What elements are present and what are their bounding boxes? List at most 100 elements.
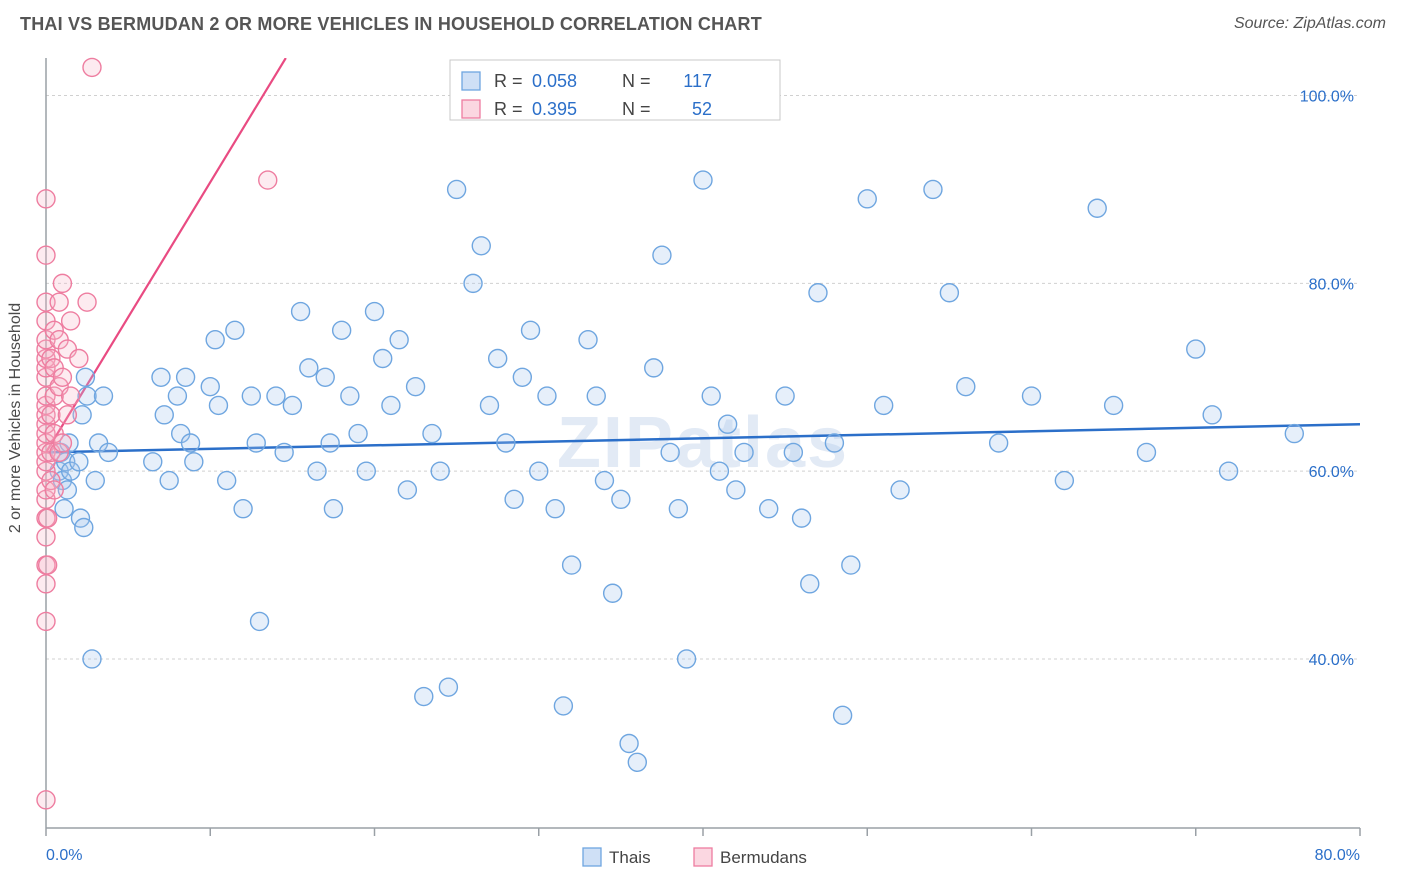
legend-n-value: 52 bbox=[692, 99, 712, 119]
data-point-thais bbox=[825, 434, 843, 452]
data-point-thais bbox=[784, 443, 802, 461]
data-point-thais bbox=[1055, 472, 1073, 490]
data-point-thais bbox=[86, 472, 104, 490]
data-point-bermudans bbox=[37, 791, 55, 809]
data-point-thais bbox=[760, 500, 778, 518]
data-point-bermudans bbox=[70, 349, 88, 367]
data-point-thais bbox=[70, 453, 88, 471]
bottom-legend-swatch-bermudans bbox=[694, 848, 712, 866]
data-point-thais bbox=[809, 284, 827, 302]
data-point-thais bbox=[604, 584, 622, 602]
data-point-thais bbox=[727, 481, 745, 499]
data-point-thais bbox=[398, 481, 416, 499]
data-point-bermudans bbox=[53, 368, 71, 386]
data-point-thais bbox=[308, 462, 326, 480]
data-point-thais bbox=[1220, 462, 1238, 480]
legend-r-value: 0.395 bbox=[532, 99, 577, 119]
data-point-thais bbox=[554, 697, 572, 715]
data-point-bermudans bbox=[53, 274, 71, 292]
y-tick-label: 80.0% bbox=[1309, 276, 1354, 293]
data-point-thais bbox=[374, 349, 392, 367]
data-point-thais bbox=[645, 359, 663, 377]
data-point-thais bbox=[83, 650, 101, 668]
data-point-thais bbox=[251, 612, 269, 630]
y-tick-label: 100.0% bbox=[1300, 89, 1354, 106]
data-point-thais bbox=[530, 462, 548, 480]
data-point-thais bbox=[283, 396, 301, 414]
data-point-thais bbox=[333, 321, 351, 339]
data-point-thais bbox=[497, 434, 515, 452]
data-point-thais bbox=[513, 368, 531, 386]
data-point-thais bbox=[439, 678, 457, 696]
data-point-thais bbox=[78, 387, 96, 405]
data-point-thais bbox=[292, 303, 310, 321]
bottom-legend-label-thais: Thais bbox=[609, 848, 651, 867]
data-point-thais bbox=[793, 509, 811, 527]
data-point-thais bbox=[177, 368, 195, 386]
data-point-bermudans bbox=[37, 612, 55, 630]
data-point-bermudans bbox=[83, 58, 101, 76]
data-point-thais bbox=[702, 387, 720, 405]
data-point-thais bbox=[316, 368, 334, 386]
legend-r-label: R = bbox=[494, 71, 523, 91]
data-point-thais bbox=[300, 359, 318, 377]
data-point-thais bbox=[694, 171, 712, 189]
legend-n-label: N = bbox=[622, 99, 651, 119]
data-point-thais bbox=[1023, 387, 1041, 405]
data-point-thais bbox=[415, 688, 433, 706]
data-point-thais bbox=[620, 734, 638, 752]
data-point-bermudans bbox=[37, 246, 55, 264]
data-point-thais bbox=[563, 556, 581, 574]
data-point-thais bbox=[472, 237, 490, 255]
data-point-thais bbox=[1285, 425, 1303, 443]
chart-title: THAI VS BERMUDAN 2 OR MORE VEHICLES IN H… bbox=[20, 14, 762, 35]
data-point-thais bbox=[218, 472, 236, 490]
data-point-bermudans bbox=[37, 190, 55, 208]
bottom-legend-swatch-thais bbox=[583, 848, 601, 866]
data-point-thais bbox=[99, 443, 117, 461]
data-point-thais bbox=[324, 500, 342, 518]
legend-swatch-bermudans bbox=[462, 100, 480, 118]
data-point-thais bbox=[366, 303, 384, 321]
data-point-thais bbox=[891, 481, 909, 499]
data-point-thais bbox=[505, 490, 523, 508]
data-point-thais bbox=[267, 387, 285, 405]
data-point-thais bbox=[480, 396, 498, 414]
data-point-thais bbox=[957, 378, 975, 396]
data-point-thais bbox=[357, 462, 375, 480]
data-point-thais bbox=[710, 462, 728, 480]
data-point-thais bbox=[653, 246, 671, 264]
y-tick-label: 60.0% bbox=[1309, 464, 1354, 481]
data-point-thais bbox=[546, 500, 564, 518]
data-point-bermudans bbox=[45, 481, 63, 499]
data-point-thais bbox=[382, 396, 400, 414]
data-point-thais bbox=[242, 387, 260, 405]
data-point-thais bbox=[628, 753, 646, 771]
data-point-bermudans bbox=[42, 406, 60, 424]
data-point-bermudans bbox=[39, 556, 57, 574]
y-tick-label: 40.0% bbox=[1309, 652, 1354, 669]
data-point-thais bbox=[612, 490, 630, 508]
x-tick-label: 0.0% bbox=[46, 847, 82, 864]
data-point-thais bbox=[464, 274, 482, 292]
data-point-thais bbox=[234, 500, 252, 518]
data-point-thais bbox=[990, 434, 1008, 452]
data-point-thais bbox=[579, 331, 597, 349]
data-point-thais bbox=[201, 378, 219, 396]
data-point-thais bbox=[776, 387, 794, 405]
data-point-thais bbox=[275, 443, 293, 461]
data-point-bermudans bbox=[37, 528, 55, 546]
data-point-thais bbox=[842, 556, 860, 574]
data-point-bermudans bbox=[62, 387, 80, 405]
data-point-thais bbox=[341, 387, 359, 405]
data-point-thais bbox=[661, 443, 679, 461]
data-point-thais bbox=[1187, 340, 1205, 358]
legend-r-label: R = bbox=[494, 99, 523, 119]
data-point-thais bbox=[160, 472, 178, 490]
data-point-bermudans bbox=[50, 293, 68, 311]
data-point-thais bbox=[155, 406, 173, 424]
data-point-thais bbox=[431, 462, 449, 480]
data-point-thais bbox=[489, 349, 507, 367]
legend-r-value: 0.058 bbox=[532, 71, 577, 91]
data-point-thais bbox=[678, 650, 696, 668]
